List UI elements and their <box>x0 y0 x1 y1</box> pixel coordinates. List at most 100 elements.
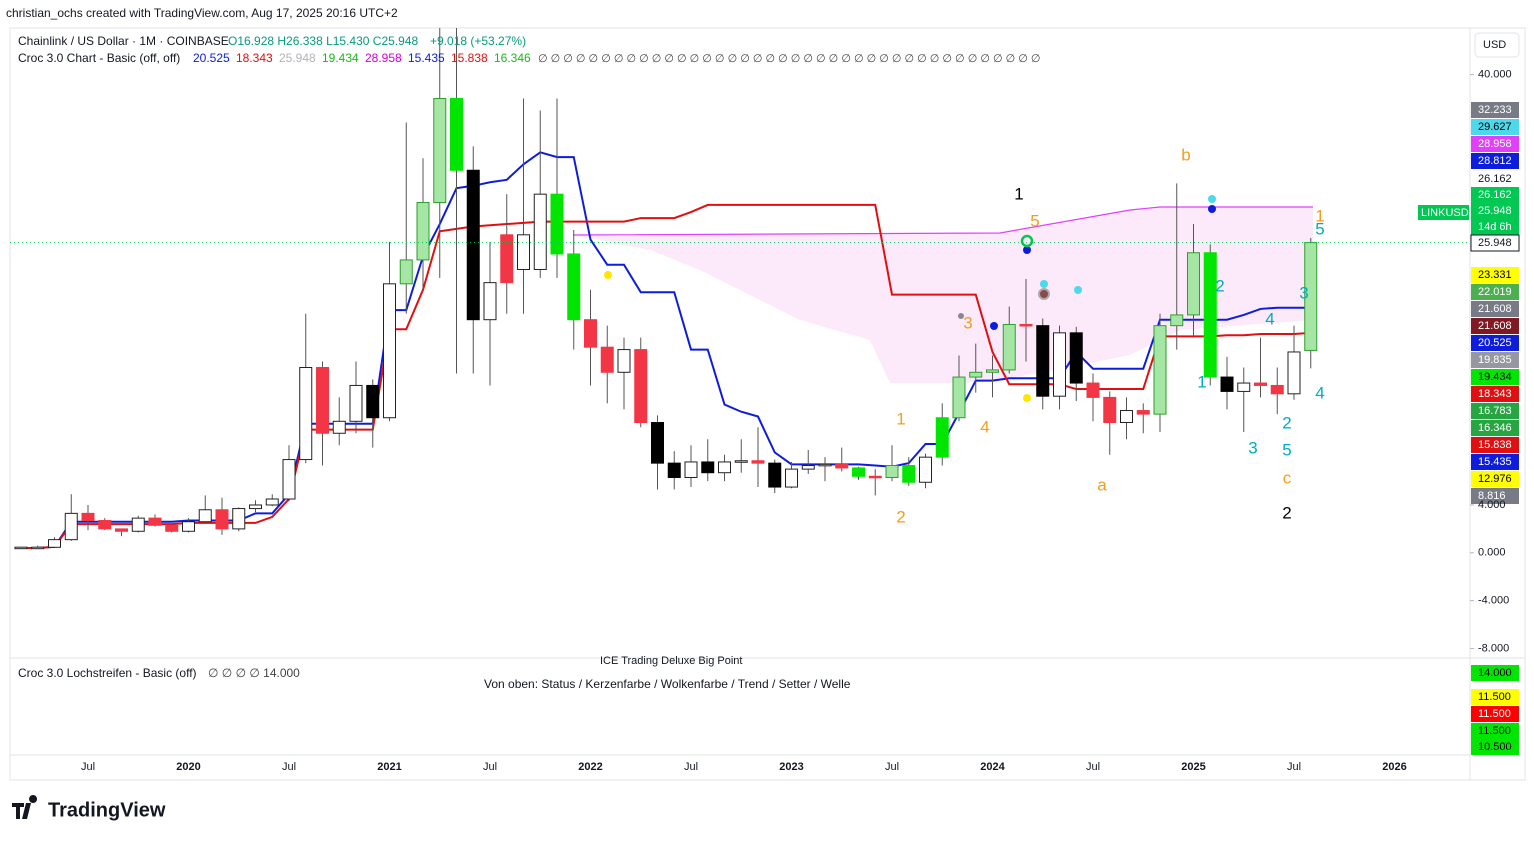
wave-label: 4 <box>1265 309 1274 328</box>
wave-label: b <box>1181 145 1190 164</box>
price-tag: 16.783 <box>1478 405 1512 417</box>
candle-body <box>64 512 78 541</box>
indicator-value: 20.525 <box>193 51 230 65</box>
candle-body <box>450 98 463 171</box>
candle-body <box>533 193 547 270</box>
candle-body <box>366 384 380 419</box>
wave-label: 1 <box>1197 372 1206 391</box>
candle-body <box>416 202 430 261</box>
price-tag: 11.500 <box>1478 708 1511 720</box>
x-tick-label: 2020 <box>176 761 200 773</box>
candle-body <box>567 253 581 321</box>
candle-body <box>651 421 664 464</box>
price-tags: 32.233 29.627 28.958 28.812 26.162 26.162 25.9… <box>1470 102 1520 755</box>
wave-label: 1 <box>896 409 905 428</box>
x-tick-label: Jul <box>282 761 296 773</box>
frame <box>9 27 1526 781</box>
candle-body <box>584 319 597 348</box>
candle-body <box>165 524 179 532</box>
candle-body <box>517 234 530 270</box>
indicator-value: 15.838 <box>451 51 488 65</box>
price-tag: 20.525 <box>1478 337 1512 349</box>
candle-body <box>265 498 279 506</box>
indicator-value: 18.343 <box>236 51 273 65</box>
candle-body <box>332 420 346 434</box>
candle-body <box>399 259 413 285</box>
candle-body <box>600 346 614 373</box>
x-tick-label: Jul <box>885 761 899 773</box>
price-tag-bg <box>1471 301 1519 317</box>
wave-label: 1 <box>1315 206 1324 225</box>
candle-body <box>868 475 882 479</box>
price-tag: 25.948 <box>1478 237 1512 249</box>
candle-body <box>1153 325 1167 415</box>
price-tag: 18.343 <box>1478 388 1512 400</box>
price-tag-bg <box>1471 723 1519 739</box>
y-tick-label: -4.000 <box>1478 595 1509 607</box>
candle-body <box>935 417 949 458</box>
lower-overlay-title: ICE Trading Deluxe Big Point <box>600 655 742 667</box>
price-tag-bg <box>1471 219 1519 235</box>
indicator-value: 16.346 <box>494 51 531 65</box>
wave-label: 5 <box>1315 219 1324 238</box>
candle-body <box>751 460 765 464</box>
wave-label: a <box>1097 475 1107 494</box>
candle-body <box>617 349 631 373</box>
ohlc: O16.928 H26.338 L15.430 C25.948 <box>228 34 418 48</box>
wave-label: 4 <box>980 417 989 436</box>
price-tag-bg <box>1471 335 1519 351</box>
signal-markers <box>604 195 1216 402</box>
price-tag: 22.019 <box>1478 286 1512 298</box>
x-tick-label: 2021 <box>377 761 401 773</box>
y-tick-label: 4.000 <box>1478 499 1506 511</box>
price-tag: 15.435 <box>1478 456 1512 468</box>
candle-body <box>1270 384 1284 395</box>
currency-button[interactable] <box>1474 32 1520 58</box>
price-tag: 11.500 <box>1478 691 1511 703</box>
candle-body <box>131 517 145 532</box>
price-tag: 14.000 <box>1478 667 1512 679</box>
x-tick-label: Jul <box>1086 761 1100 773</box>
price-tag-bg <box>1471 267 1519 283</box>
symbol: Chainlink / US Dollar · 1M · COINBASE <box>18 34 229 48</box>
candle-body <box>1136 410 1150 415</box>
candle-body <box>48 539 61 548</box>
currency[interactable]: USD <box>1483 39 1506 51</box>
candle-body <box>316 367 329 434</box>
price-tag-bg <box>1471 420 1519 436</box>
wave-label: 2 <box>1282 503 1291 522</box>
price-tag-bg <box>1471 739 1519 755</box>
price-tag: 10.500 <box>1478 741 1512 753</box>
attribution: christian_ochs created with TradingView.… <box>6 6 398 20</box>
candle-body <box>466 169 480 321</box>
candle-body <box>550 193 564 255</box>
x-tick-label: Jul <box>483 761 497 773</box>
candle-body <box>835 463 849 469</box>
candle-body <box>433 98 447 204</box>
candle-body <box>852 467 865 477</box>
x-tick-label: Jul <box>81 761 95 773</box>
lower-values: ∅ ∅ ∅ ∅ 14.000 <box>208 666 300 680</box>
candle-body <box>282 459 296 500</box>
candle-body <box>1237 382 1251 392</box>
wave-label: 5 <box>1282 440 1291 459</box>
candle-body <box>31 546 45 550</box>
candle-body <box>969 371 983 378</box>
price-tag-bg <box>1471 136 1519 152</box>
price-tag-bg <box>1471 369 1519 385</box>
price-tag: 8.816 <box>1478 490 1506 502</box>
lower-title: Croc 3.0 Lochstreifen - Basic (off) <box>18 666 197 680</box>
candle-body <box>885 465 899 478</box>
candle-body <box>148 517 162 526</box>
candle-body <box>1069 332 1083 384</box>
x-tick-label: 2022 <box>578 761 602 773</box>
candle-body <box>919 456 932 483</box>
logo <box>12 795 38 819</box>
x-tick-label: 2023 <box>779 761 803 773</box>
indicator-value: 28.958 <box>365 51 402 65</box>
wave-label: 4 <box>1315 383 1324 402</box>
candle-body <box>14 546 28 550</box>
price-tag: 28.958 <box>1478 138 1512 150</box>
candle-body <box>1103 396 1117 423</box>
plot <box>10 28 1470 550</box>
